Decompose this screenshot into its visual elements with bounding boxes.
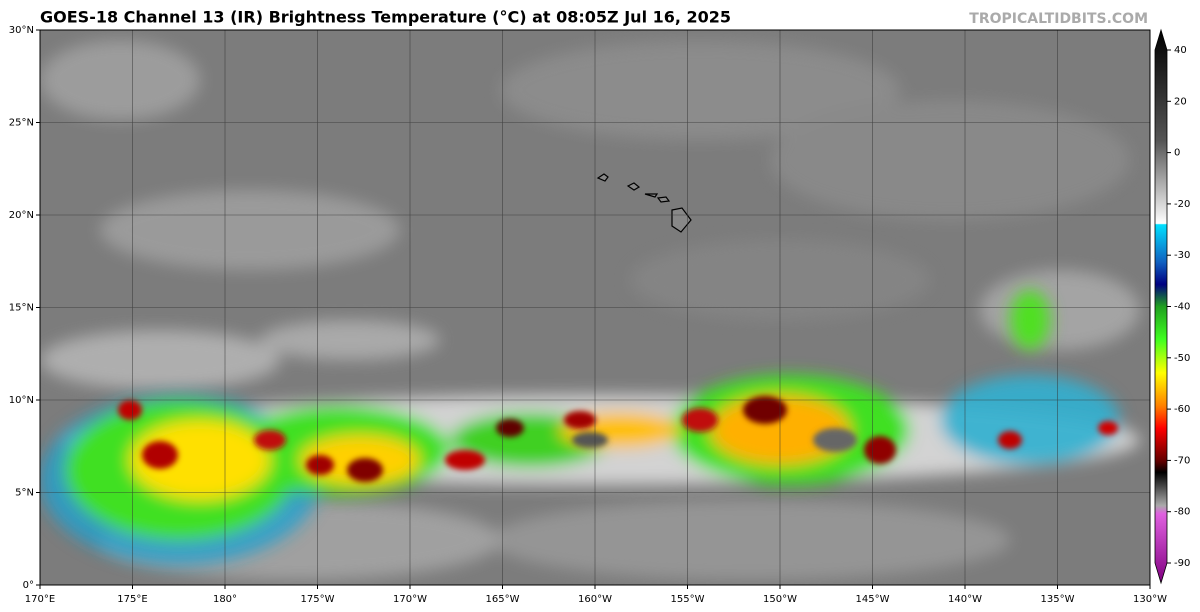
colorbar-tick-label: -50 (1174, 353, 1190, 364)
longitude-label: 160°W (578, 594, 612, 605)
colorbar-tick-label: 0 (1174, 148, 1180, 159)
latitude-label: 25°N (9, 118, 34, 129)
deep-convection (118, 396, 1118, 482)
longitude-label: 140°W (948, 594, 982, 605)
colorbar-tick-label: -40 (1174, 302, 1190, 313)
longitude-label: 150°W (763, 594, 797, 605)
colorbar-tick-label: 40 (1174, 45, 1187, 56)
longitude-label: 135°W (1041, 594, 1075, 605)
colorbar-tick-label: -80 (1174, 507, 1190, 518)
colorbar-gradient (1154, 28, 1168, 585)
colorbar-tick-label: -20 (1174, 199, 1190, 210)
latitude-label: 30°N (9, 25, 34, 36)
satellite-imagery (40, 30, 1150, 585)
colorbar: 40 20 0 -20 -30 -40 -50 -60 -70 -80 -90 (1154, 28, 1190, 585)
colorbar-tick-label: -30 (1174, 250, 1190, 261)
colorbar-tick-label: -60 (1174, 404, 1190, 415)
graticule (40, 30, 1150, 585)
hawaiian-islands (596, 173, 692, 233)
longitude-label: 165°W (486, 594, 520, 605)
latitude-label: 10°N (9, 395, 34, 406)
longitude-label: 175°E (117, 594, 147, 605)
credit: TROPICALTIDBITS.COM (969, 11, 1148, 27)
title: GOES-18 Channel 13 (IR) Brightness Tempe… (40, 8, 731, 27)
latitude-label: 5°N (15, 488, 34, 499)
longitude-label: 180° (213, 594, 237, 605)
colorbar-tick-label: -70 (1174, 455, 1190, 466)
latitude-label: 0° (23, 580, 34, 591)
longitude-label: 170°E (25, 594, 55, 605)
longitude-label: 130°W (1133, 594, 1167, 605)
longitude-label: 175°W (301, 594, 335, 605)
colorbar-tick-label: 20 (1174, 96, 1187, 107)
colorbar-tick-label: -90 (1174, 558, 1190, 569)
latitude-label: 20°N (9, 210, 34, 221)
longitude-label: 170°W (393, 594, 427, 605)
longitude-label: 145°W (856, 594, 890, 605)
convection-band (40, 290, 1140, 565)
latitude-label: 15°N (9, 303, 34, 314)
longitude-label: 155°W (671, 594, 705, 605)
